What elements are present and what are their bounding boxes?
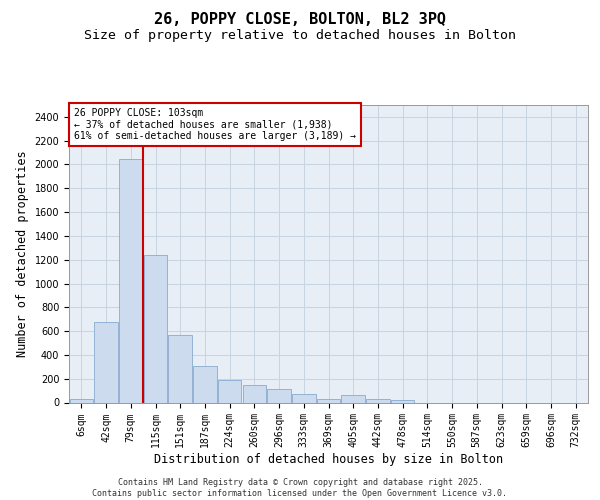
Y-axis label: Number of detached properties: Number of detached properties bbox=[16, 150, 29, 357]
X-axis label: Distribution of detached houses by size in Bolton: Distribution of detached houses by size … bbox=[154, 453, 503, 466]
Bar bbox=[268, 389, 291, 402]
Bar bbox=[366, 399, 389, 402]
Bar bbox=[70, 399, 93, 402]
Bar bbox=[193, 366, 217, 403]
Bar bbox=[391, 400, 415, 402]
Bar bbox=[292, 394, 316, 402]
Bar bbox=[242, 385, 266, 402]
Bar bbox=[144, 255, 167, 402]
Text: 26, POPPY CLOSE, BOLTON, BL2 3PQ: 26, POPPY CLOSE, BOLTON, BL2 3PQ bbox=[154, 12, 446, 28]
Bar bbox=[94, 322, 118, 402]
Text: Contains HM Land Registry data © Crown copyright and database right 2025.
Contai: Contains HM Land Registry data © Crown c… bbox=[92, 478, 508, 498]
Text: Size of property relative to detached houses in Bolton: Size of property relative to detached ho… bbox=[84, 29, 516, 42]
Bar bbox=[119, 158, 143, 402]
Bar bbox=[169, 334, 192, 402]
Bar bbox=[317, 399, 340, 402]
Text: 26 POPPY CLOSE: 103sqm
← 37% of detached houses are smaller (1,938)
61% of semi-: 26 POPPY CLOSE: 103sqm ← 37% of detached… bbox=[74, 108, 356, 141]
Bar bbox=[341, 395, 365, 402]
Bar bbox=[218, 380, 241, 402]
